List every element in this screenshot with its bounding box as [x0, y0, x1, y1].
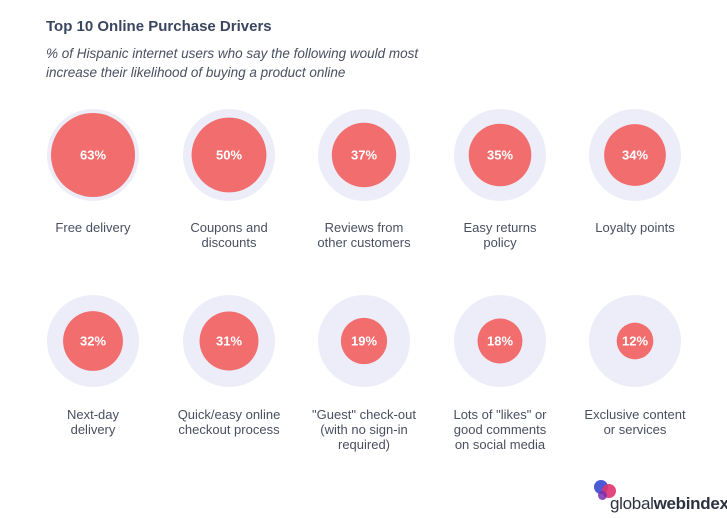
category-label: Free delivery — [23, 220, 163, 235]
bubble-value-label: 19% — [351, 334, 377, 349]
chart-subtitle: % of Hispanic internet users who say the… — [46, 46, 419, 80]
logo-text-global: global — [610, 494, 654, 513]
category-label-line: good comments — [453, 422, 547, 437]
category-label-line: (with no sign-in — [320, 422, 408, 437]
category-label-line: other customers — [317, 235, 411, 250]
logo-dot-purple — [598, 491, 607, 500]
bubble-value-label: 31% — [216, 334, 242, 349]
category-label-line: Reviews from — [324, 220, 404, 235]
category-label-line: discounts — [201, 235, 257, 250]
bubble-value-circle — [63, 311, 123, 371]
category-label: Quick/easy online checkout process — [159, 407, 299, 437]
logo-text-webindex: webindex — [653, 494, 727, 513]
category-label-line: Free delivery — [55, 220, 131, 235]
category-label-line: Easy returns — [463, 220, 537, 235]
bubble-value-label: 34% — [622, 148, 648, 163]
category-label: Loyalty points — [565, 220, 705, 235]
bubble-value-label: 50% — [216, 148, 242, 163]
category-label-line: checkout process — [178, 422, 280, 437]
category-label-line: or services — [603, 422, 667, 437]
bubble-value-circle — [468, 123, 532, 187]
category-label-line: Coupons and — [190, 220, 268, 235]
category-label-line: policy — [483, 235, 517, 250]
category-label-line: "Guest" check-out — [312, 407, 416, 422]
category-label-line: required) — [337, 437, 391, 452]
bubble-value-circle — [604, 124, 666, 186]
bubble-value-circle — [477, 318, 523, 364]
bubble-value-circle — [191, 117, 267, 193]
category-label-line: delivery — [70, 422, 116, 437]
bubble-value-label: 18% — [487, 334, 513, 349]
category-label: Coupons and discounts — [159, 220, 299, 250]
bubble-value-circle — [616, 322, 654, 360]
category-label: Reviews from other customers — [294, 220, 434, 250]
category-label: Lots of "likes" or good comments on social… — [430, 407, 570, 452]
bubble-value-circle — [199, 311, 259, 371]
bubble-value-label: 32% — [80, 334, 106, 349]
category-label-line: Next-day — [66, 407, 120, 422]
category-label: Exclusive content or services — [565, 407, 705, 437]
category-label: Easy returns policy — [430, 220, 570, 250]
bubble-value-label: 37% — [351, 148, 377, 163]
category-label-line: Exclusive content — [584, 407, 686, 422]
bubble-value-circle — [51, 113, 135, 197]
bubble-value-circle — [331, 122, 397, 188]
bubble-value-label: 12% — [622, 334, 648, 349]
bubble-value-circle — [340, 317, 388, 365]
category-label-line: on social media — [454, 437, 546, 452]
bubble-value-label: 35% — [487, 148, 513, 163]
category-label-line: Quick/easy online — [177, 407, 281, 422]
logo-text: globalwebindex — [610, 494, 727, 514]
category-label: Next-day delivery — [23, 407, 163, 437]
bubble-value-label: 63% — [80, 148, 106, 163]
category-label-line: Loyalty points — [595, 220, 675, 235]
category-label-line: Lots of "likes" or — [453, 407, 547, 422]
chart-title: Top 10 Online Purchase Drivers — [46, 18, 272, 35]
category-label: "Guest" check-out (with no sign-in require… — [294, 407, 434, 452]
